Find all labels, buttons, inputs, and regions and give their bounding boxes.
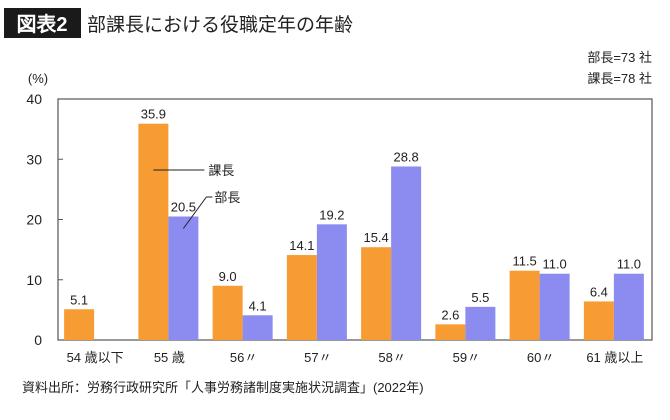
x-tick-label: 60〃 xyxy=(527,350,554,365)
chart-title: 部課長における役職定年の年齢 xyxy=(87,14,353,36)
bar-bucho xyxy=(539,273,570,340)
bar-kacho xyxy=(435,324,466,340)
data-label: 2.6 xyxy=(441,307,459,322)
y-tick-label: 0 xyxy=(34,332,42,348)
data-label: 5.5 xyxy=(471,290,489,305)
data-label: 11.5 xyxy=(512,254,536,269)
legend-kacho: 課長 xyxy=(208,163,234,178)
data-label: 35.9 xyxy=(141,107,166,122)
data-label: 19.2 xyxy=(319,207,344,222)
bar-kacho xyxy=(64,309,95,340)
x-tick-label: 56〃 xyxy=(230,350,257,365)
figure-label-box xyxy=(4,8,81,38)
legend-bucho: 部長 xyxy=(214,190,240,205)
sample-note-2: 課長=78 社 xyxy=(587,71,652,86)
bar-bucho xyxy=(316,224,347,340)
data-label: 15.4 xyxy=(363,230,388,245)
bar-kacho xyxy=(212,285,243,340)
y-tick-label: 20 xyxy=(26,212,42,228)
data-label: 6.4 xyxy=(590,284,608,299)
data-label: 4.1 xyxy=(249,298,267,313)
bar-bucho xyxy=(465,306,496,340)
data-label: 9.0 xyxy=(219,269,237,284)
data-label: 28.8 xyxy=(393,149,418,164)
bar-kacho xyxy=(583,301,614,340)
x-tick-label: 58〃 xyxy=(378,350,405,365)
data-label: 5.1 xyxy=(70,292,88,307)
source-note: 資料出所：労務行政研究所「人事労務諸制度実施状況調査」(2022年) xyxy=(22,380,424,395)
data-label: 14.1 xyxy=(289,238,314,253)
x-tick-label: 61 歳以上 xyxy=(586,350,643,365)
bar-kacho xyxy=(138,123,169,340)
bar-kacho xyxy=(509,270,540,340)
bar-kacho xyxy=(361,247,392,340)
y-axis-label: (%) xyxy=(28,71,48,86)
y-tick-label: 30 xyxy=(26,151,42,167)
bar-bucho xyxy=(242,315,273,340)
sample-note-1: 部長=73 社 xyxy=(587,50,652,65)
data-label: 11.0 xyxy=(617,257,641,272)
bar-kacho xyxy=(286,255,317,340)
figure-label: 図表2 xyxy=(16,12,67,36)
x-tick-label: 54 歳以下 xyxy=(67,350,124,365)
x-tick-label: 55 歳 xyxy=(154,350,185,365)
bar-bucho xyxy=(168,216,199,340)
y-tick-label: 10 xyxy=(26,272,42,288)
data-label: 11.0 xyxy=(542,257,566,272)
bar-bucho xyxy=(391,166,422,340)
legend-leader-bucho xyxy=(182,196,213,229)
x-tick-label: 59〃 xyxy=(453,350,480,365)
bar-bucho xyxy=(613,273,644,340)
x-tick-label: 57〃 xyxy=(304,350,331,365)
y-tick-label: 40 xyxy=(26,91,42,107)
data-label: 20.5 xyxy=(171,199,196,214)
